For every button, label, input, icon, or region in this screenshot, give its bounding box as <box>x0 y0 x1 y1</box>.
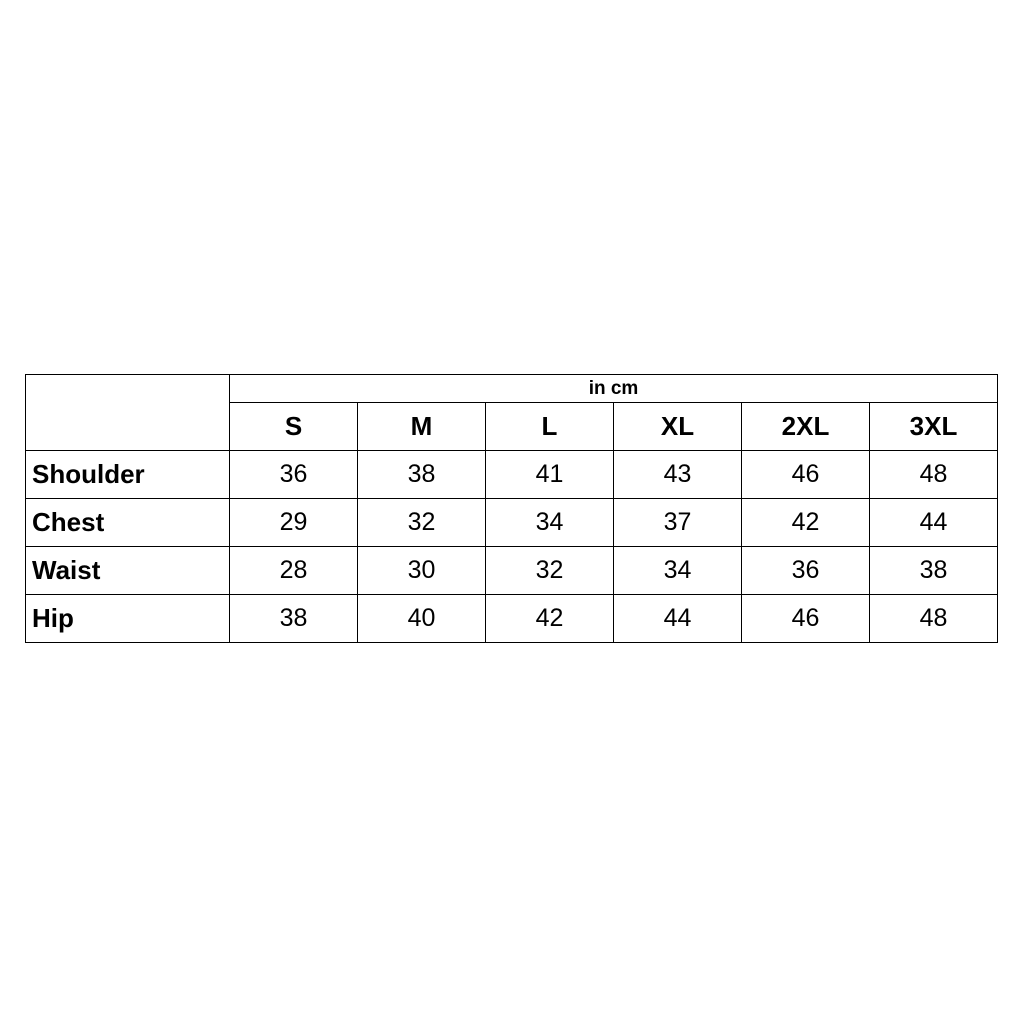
size-chart-table: in cm S M L XL 2XL 3XL Shoulder 36 38 41 43 46 48 Ch… <box>25 374 998 643</box>
unit-label: in cm <box>229 374 998 403</box>
measurement-cell: 28 <box>229 546 358 595</box>
size-header-s: S <box>229 402 358 451</box>
row-label: Shoulder <box>25 450 230 499</box>
row-label: Hip <box>25 594 230 643</box>
measurement-cell: 34 <box>485 498 614 547</box>
measurement-cell: 44 <box>613 594 742 643</box>
row-label: Waist <box>25 546 230 595</box>
row-label: Chest <box>25 498 230 547</box>
measurement-cell: 34 <box>613 546 742 595</box>
table-row: Chest 29 32 34 37 42 44 <box>25 498 998 547</box>
measurement-cell: 36 <box>741 546 870 595</box>
measurement-cell: 42 <box>485 594 614 643</box>
measurement-cell: 46 <box>741 594 870 643</box>
measurement-cell: 40 <box>357 594 486 643</box>
measurement-cell: 37 <box>613 498 742 547</box>
table-row: Waist 28 30 32 34 36 38 <box>25 546 998 595</box>
table-row: Hip 38 40 42 44 46 48 <box>25 594 998 643</box>
measurement-cell: 38 <box>357 450 486 499</box>
size-header-3xl: 3XL <box>869 402 998 451</box>
corner-cell <box>25 374 230 451</box>
measurement-cell: 30 <box>357 546 486 595</box>
measurement-cell: 48 <box>869 450 998 499</box>
size-header-m: M <box>357 402 486 451</box>
size-header-l: L <box>485 402 614 451</box>
measurement-cell: 36 <box>229 450 358 499</box>
measurement-cell: 32 <box>357 498 486 547</box>
measurement-cell: 32 <box>485 546 614 595</box>
measurement-cell: 38 <box>869 546 998 595</box>
measurement-cell: 29 <box>229 498 358 547</box>
measurement-cell: 46 <box>741 450 870 499</box>
size-header-2xl: 2XL <box>741 402 870 451</box>
size-header-xl: XL <box>613 402 742 451</box>
measurement-cell: 38 <box>229 594 358 643</box>
measurement-cell: 48 <box>869 594 998 643</box>
measurement-cell: 42 <box>741 498 870 547</box>
measurement-cell: 41 <box>485 450 614 499</box>
measurement-cell: 44 <box>869 498 998 547</box>
size-header-row: S M L XL 2XL 3XL <box>26 402 998 451</box>
table-row: Shoulder 36 38 41 43 46 48 <box>25 450 998 499</box>
measurement-cell: 43 <box>613 450 742 499</box>
